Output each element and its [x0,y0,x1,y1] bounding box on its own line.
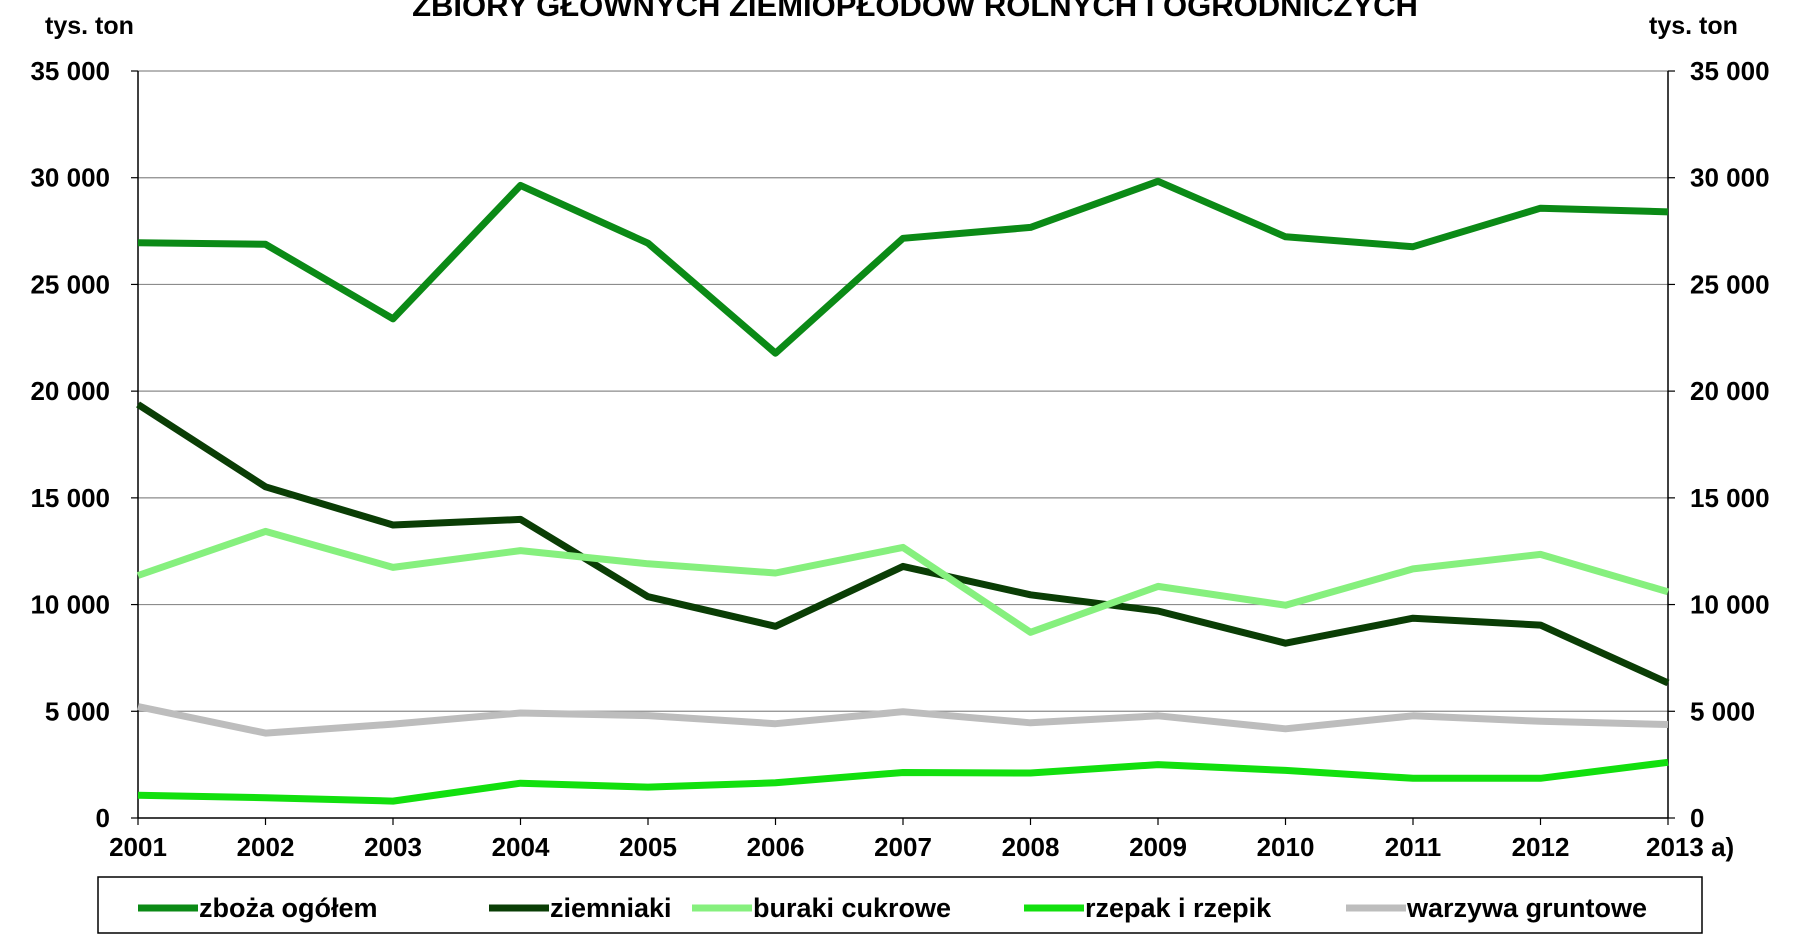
legend-label: ziemniaki [550,893,672,923]
x-tick-label: 2003 [364,832,422,862]
legend-label: buraki cukrowe [753,893,951,923]
series-lines [136,177,1670,805]
y-tick-label-left: 30 000 [30,163,110,193]
series-line [136,527,1669,636]
y-axis-unit-left: tys. ton [45,12,134,40]
y-tick-label-right: 0 [1690,803,1704,833]
y-tick-label-right: 15 000 [1690,483,1770,513]
y-tick-label-right: 5 000 [1690,696,1755,726]
y-tick-label-left: 10 000 [30,590,110,620]
chart-title: ZBIORY GŁÓWNYCH ZIEMIOPŁODÓW ROLNYCH I O… [412,0,1418,23]
x-tick-label: 2013 a) [1646,832,1734,862]
y-tick-label-left: 5 000 [45,696,110,726]
y-tick-label-left: 25 000 [30,269,110,299]
x-tick-label: 2006 [747,832,805,862]
x-tick-label: 2001 [109,832,167,862]
x-tick-label: 2008 [1002,832,1060,862]
legend-label: zboża ogółem [199,893,378,923]
y-tick-label-right: 25 000 [1690,269,1770,299]
y-tick-label-left: 0 [96,803,110,833]
legend-box [97,876,1703,934]
x-tick-label: 2005 [619,832,677,862]
y-tick-label-right: 35 000 [1690,56,1770,86]
x-tick-label: 2012 [1512,832,1570,862]
legend-label: rzepak i rzepik [1085,893,1272,923]
x-tick-label: 2004 [492,832,550,862]
y-tick-label-right: 20 000 [1690,376,1770,406]
series-line [137,758,1669,805]
y-tick-label-left: 20 000 [30,376,110,406]
series-line [136,401,1670,687]
y-tick-label-right: 10 000 [1690,590,1770,620]
legend: zboża ogółem ziemniaki buraki cukrowe rzepa… [97,876,1703,934]
y-tick-label-right: 30 000 [1690,163,1770,193]
axes [131,70,1675,825]
x-tick-label: 2009 [1129,832,1187,862]
gridlines [138,70,1668,712]
x-tick-label: 2002 [237,832,295,862]
x-tick-label: 2011 [1385,832,1441,862]
tick-labels: 0 0 5 000 5 000 10 000 10 000 15 000 15 000 20 0… [30,56,1769,862]
series-line [137,703,1669,737]
y-axis-unit-right: tys. ton [1649,12,1738,40]
y-tick-label-left: 15 000 [30,483,110,513]
legend-label: warzywa gruntowe [1406,893,1647,923]
x-tick-label: 2007 [874,832,932,862]
series-line [137,177,1669,357]
x-tick-label: 2010 [1257,832,1315,862]
y-tick-label-left: 35 000 [30,56,110,86]
